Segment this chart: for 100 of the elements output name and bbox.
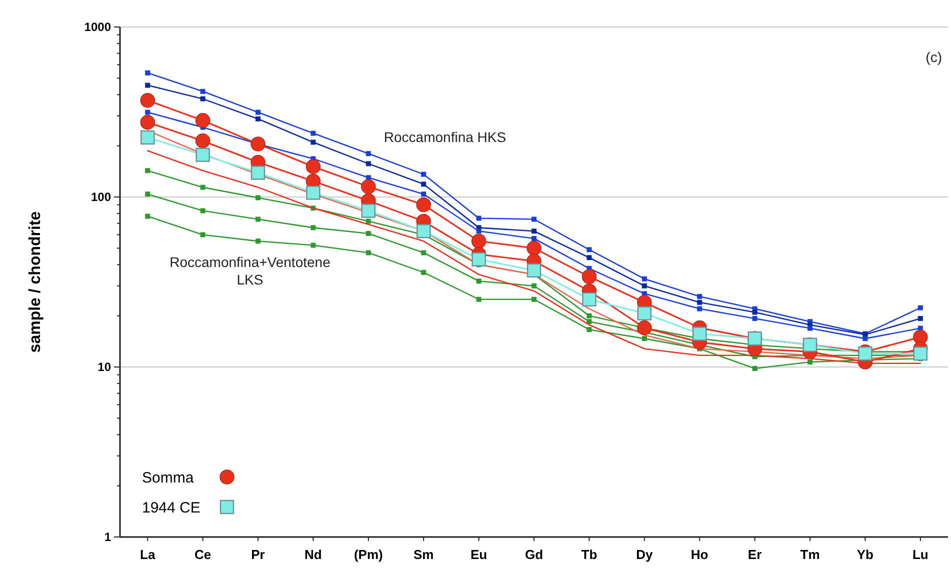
point xyxy=(416,224,431,238)
point xyxy=(366,175,371,180)
x-tick-label: Tb xyxy=(581,547,598,562)
point xyxy=(140,130,155,145)
point xyxy=(145,168,150,174)
point xyxy=(582,269,597,284)
point xyxy=(200,208,206,214)
point xyxy=(526,263,542,278)
point xyxy=(145,70,150,76)
y-axis-title: sample / chondrite xyxy=(27,211,44,353)
point xyxy=(306,186,320,200)
y-tick-label: 1000 xyxy=(84,20,112,34)
x-tick-label: Ho xyxy=(690,547,708,562)
point xyxy=(586,327,592,332)
legend-label: Somma xyxy=(142,469,194,486)
point xyxy=(200,88,206,94)
point xyxy=(306,159,321,174)
annotation: (c) xyxy=(926,48,942,65)
legend-label: 1944 CE xyxy=(142,499,200,516)
x-tick-label: Er xyxy=(748,547,762,562)
point xyxy=(256,195,260,200)
point xyxy=(476,296,482,302)
point xyxy=(862,336,868,342)
x-tick-label: Lu xyxy=(912,547,928,562)
point xyxy=(145,192,150,197)
point xyxy=(582,292,596,306)
point xyxy=(361,204,376,218)
point xyxy=(256,116,260,122)
point xyxy=(416,197,431,212)
y-tick-label: 10 xyxy=(98,360,112,374)
point xyxy=(476,228,482,234)
point xyxy=(140,114,155,130)
point xyxy=(532,216,536,222)
x-tick-label: (Pm) xyxy=(354,547,383,562)
point xyxy=(532,283,536,288)
point xyxy=(532,296,536,302)
point xyxy=(145,214,150,219)
point xyxy=(421,182,426,187)
point xyxy=(310,242,316,248)
x-tick-label: Ce xyxy=(194,547,212,562)
x-tick-label: Gd xyxy=(524,547,544,562)
annotation: Roccamonfina+Ventotene LKS xyxy=(170,254,331,288)
point xyxy=(697,306,702,312)
point xyxy=(642,283,647,288)
point xyxy=(642,336,647,342)
point xyxy=(526,240,542,256)
point xyxy=(918,305,923,310)
point xyxy=(140,93,155,108)
point xyxy=(808,360,812,365)
point xyxy=(586,319,592,324)
point xyxy=(421,270,426,275)
point xyxy=(366,250,371,256)
x-tick-label: Yb xyxy=(856,547,874,562)
point xyxy=(200,232,206,238)
point xyxy=(697,300,702,305)
y-tick-label: 100 xyxy=(90,190,112,204)
point xyxy=(637,320,652,336)
point xyxy=(310,225,316,230)
point xyxy=(366,151,371,156)
point xyxy=(196,148,210,162)
point xyxy=(752,310,758,315)
point xyxy=(421,172,426,177)
point xyxy=(366,230,371,236)
x-tick-label: Pr xyxy=(251,547,265,562)
x-tick-label: Sm xyxy=(413,547,434,562)
point xyxy=(256,238,260,244)
point xyxy=(250,166,266,180)
x-tick-label: La xyxy=(140,547,156,562)
point xyxy=(808,326,812,331)
point xyxy=(752,366,758,371)
point xyxy=(637,306,652,320)
point xyxy=(421,192,426,197)
point xyxy=(256,216,260,222)
point xyxy=(586,313,592,318)
point xyxy=(476,278,482,284)
point xyxy=(532,236,536,241)
x-tick-label: Dy xyxy=(636,547,654,562)
x-tick-label: Eu xyxy=(470,547,488,562)
point xyxy=(752,316,758,321)
y-tick-label: 1 xyxy=(104,530,112,544)
point xyxy=(586,247,592,252)
x-tick-label: Tm xyxy=(800,547,820,562)
point xyxy=(421,250,426,256)
point xyxy=(642,276,647,282)
point xyxy=(310,140,316,145)
point xyxy=(195,133,210,148)
point xyxy=(366,161,371,166)
point xyxy=(472,252,486,266)
point xyxy=(256,110,260,115)
point xyxy=(586,255,592,260)
point xyxy=(697,294,702,299)
point xyxy=(913,330,928,344)
point xyxy=(918,316,923,321)
point xyxy=(692,326,707,341)
point xyxy=(200,96,206,102)
x-tick-label: Nd xyxy=(304,547,322,562)
annotation: Roccamonfina HKS xyxy=(384,128,506,145)
point xyxy=(145,110,150,115)
point xyxy=(310,130,316,136)
point xyxy=(471,234,486,249)
